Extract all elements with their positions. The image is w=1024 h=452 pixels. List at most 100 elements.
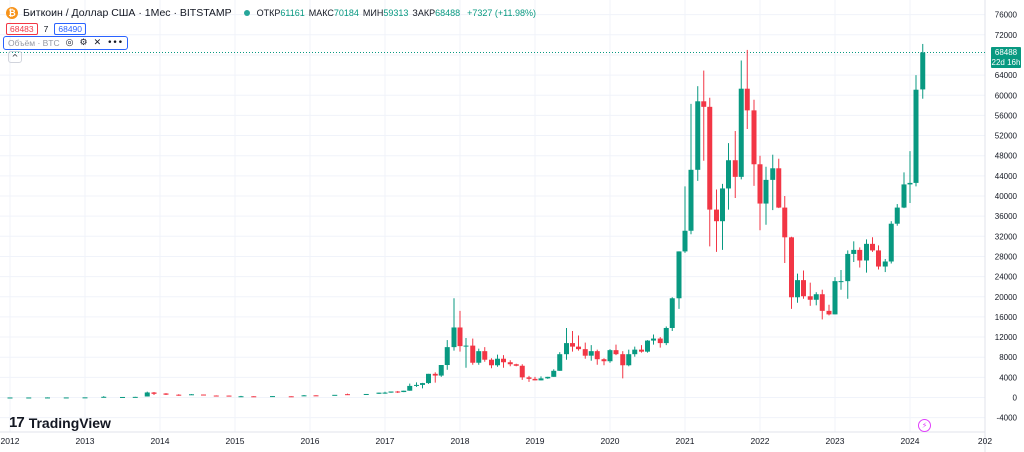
candle: [588, 345, 594, 361]
candle: [845, 250, 851, 299]
candle: [763, 166, 769, 225]
candle-body: [519, 365, 525, 378]
candle: [913, 75, 919, 187]
candle-body: [845, 253, 851, 282]
more-icon[interactable]: •••: [107, 38, 124, 48]
candle: [407, 383, 413, 391]
candle: [594, 349, 600, 365]
candle: [695, 86, 701, 181]
close-icon[interactable]: ✕: [93, 38, 102, 48]
candle: [176, 394, 182, 396]
candle: [751, 99, 757, 186]
candle-body: [438, 365, 444, 376]
candle: [438, 365, 444, 377]
y-tick-label: 60000: [995, 91, 1018, 100]
candle-body: [789, 237, 794, 298]
candle-body: [532, 378, 538, 381]
candle: [645, 340, 650, 353]
candle-body: [851, 249, 857, 254]
candle-body: [594, 351, 600, 360]
candle: [345, 393, 350, 396]
last-price-tag: 68488 22d 16h: [991, 47, 1021, 68]
candle-body: [270, 396, 275, 398]
candle: [7, 397, 13, 399]
candle-body: [645, 340, 650, 352]
price-axis[interactable]: -4000 0 4000 8000 12000 16000 20000 24000 28000 3…: [995, 11, 1018, 423]
candle: [682, 186, 688, 253]
tradingview-logo[interactable]: 17 TradingView: [9, 414, 111, 431]
candle-body: [813, 294, 819, 300]
candle-body: [663, 327, 669, 344]
candle: [819, 289, 825, 320]
x-tick-label: 2014: [151, 436, 170, 446]
x-tick-label: 2013: [76, 436, 95, 446]
open-label: ОТКР: [256, 8, 281, 18]
lightning-event-icon[interactable]: ⚡: [918, 419, 931, 432]
candle-body: [288, 396, 294, 398]
tradingview-logo-text: TradingView: [28, 414, 111, 431]
candle-body: [388, 391, 394, 393]
y-tick-label: 52000: [995, 132, 1018, 141]
candle-body: [701, 101, 707, 107]
bitcoin-icon: ₿: [6, 7, 18, 19]
candle-body: [101, 396, 107, 398]
candle-body: [507, 362, 513, 365]
candle: [532, 376, 538, 381]
candle: [795, 273, 800, 303]
candle: [420, 382, 425, 389]
candle-body: [26, 397, 32, 399]
y-tick-label: 16000: [995, 313, 1018, 322]
candle: [920, 43, 926, 99]
symbol-legend[interactable]: ₿ Биткоин / Доллар США · 1Мес · BITSTAMP…: [6, 5, 536, 21]
ask-button[interactable]: 68490: [54, 22, 87, 35]
bid-button[interactable]: 68483: [6, 22, 38, 35]
candle: [226, 395, 232, 397]
candle: [557, 352, 563, 371]
symbol-title[interactable]: Биткоин / Доллар США · 1Мес · BITSTAMP: [23, 7, 232, 19]
candle: [270, 395, 275, 398]
candle-body: [132, 396, 138, 398]
y-tick-label: 48000: [995, 152, 1018, 161]
y-tick-label: 76000: [995, 11, 1018, 20]
candle-body: [513, 364, 519, 366]
candle-body: [382, 392, 388, 394]
candle-body: [782, 207, 788, 238]
candle: [144, 391, 150, 397]
candle-body: [732, 160, 738, 177]
time-axis[interactable]: 2012 2013 2014 2015 2016 2017 2018 2019 2020 2021…: [1, 436, 993, 446]
low-label: МИН: [362, 8, 384, 18]
candle: [657, 337, 663, 348]
volume-indicator-label: Объём · BTC: [8, 38, 60, 48]
candle-body: [144, 392, 150, 397]
settings-icon[interactable]: ⚙: [79, 38, 88, 48]
candle-body: [420, 383, 425, 385]
candle-body: [894, 207, 900, 224]
volume-indicator-legend[interactable]: Объём · BTC ◎ ⚙ ✕ •••: [3, 36, 129, 50]
candle-body: [526, 377, 532, 379]
candle: [701, 70, 707, 161]
candle-body: [632, 349, 638, 355]
candle-body: [151, 392, 157, 394]
candle-body: [495, 358, 500, 366]
candle: [238, 395, 244, 398]
collapse-legend-button[interactable]: ^: [8, 51, 22, 63]
candle: [151, 391, 157, 395]
close-label: ЗАКР: [412, 8, 436, 18]
eye-off-icon[interactable]: ◎: [65, 38, 74, 48]
candle: [444, 340, 450, 370]
candle-body: [444, 347, 450, 366]
candle: [470, 338, 476, 365]
candle-body: [864, 243, 869, 261]
candle-body: [601, 359, 607, 362]
candle-body: [226, 395, 232, 397]
candle: [864, 239, 869, 273]
candle: [789, 236, 794, 309]
y-tick-label: 28000: [995, 252, 1018, 261]
candle-body: [639, 349, 644, 352]
candle-body: [457, 327, 463, 347]
candle: [807, 282, 813, 306]
candle: [401, 390, 407, 393]
candle: [26, 397, 32, 399]
candle: [732, 131, 738, 199]
